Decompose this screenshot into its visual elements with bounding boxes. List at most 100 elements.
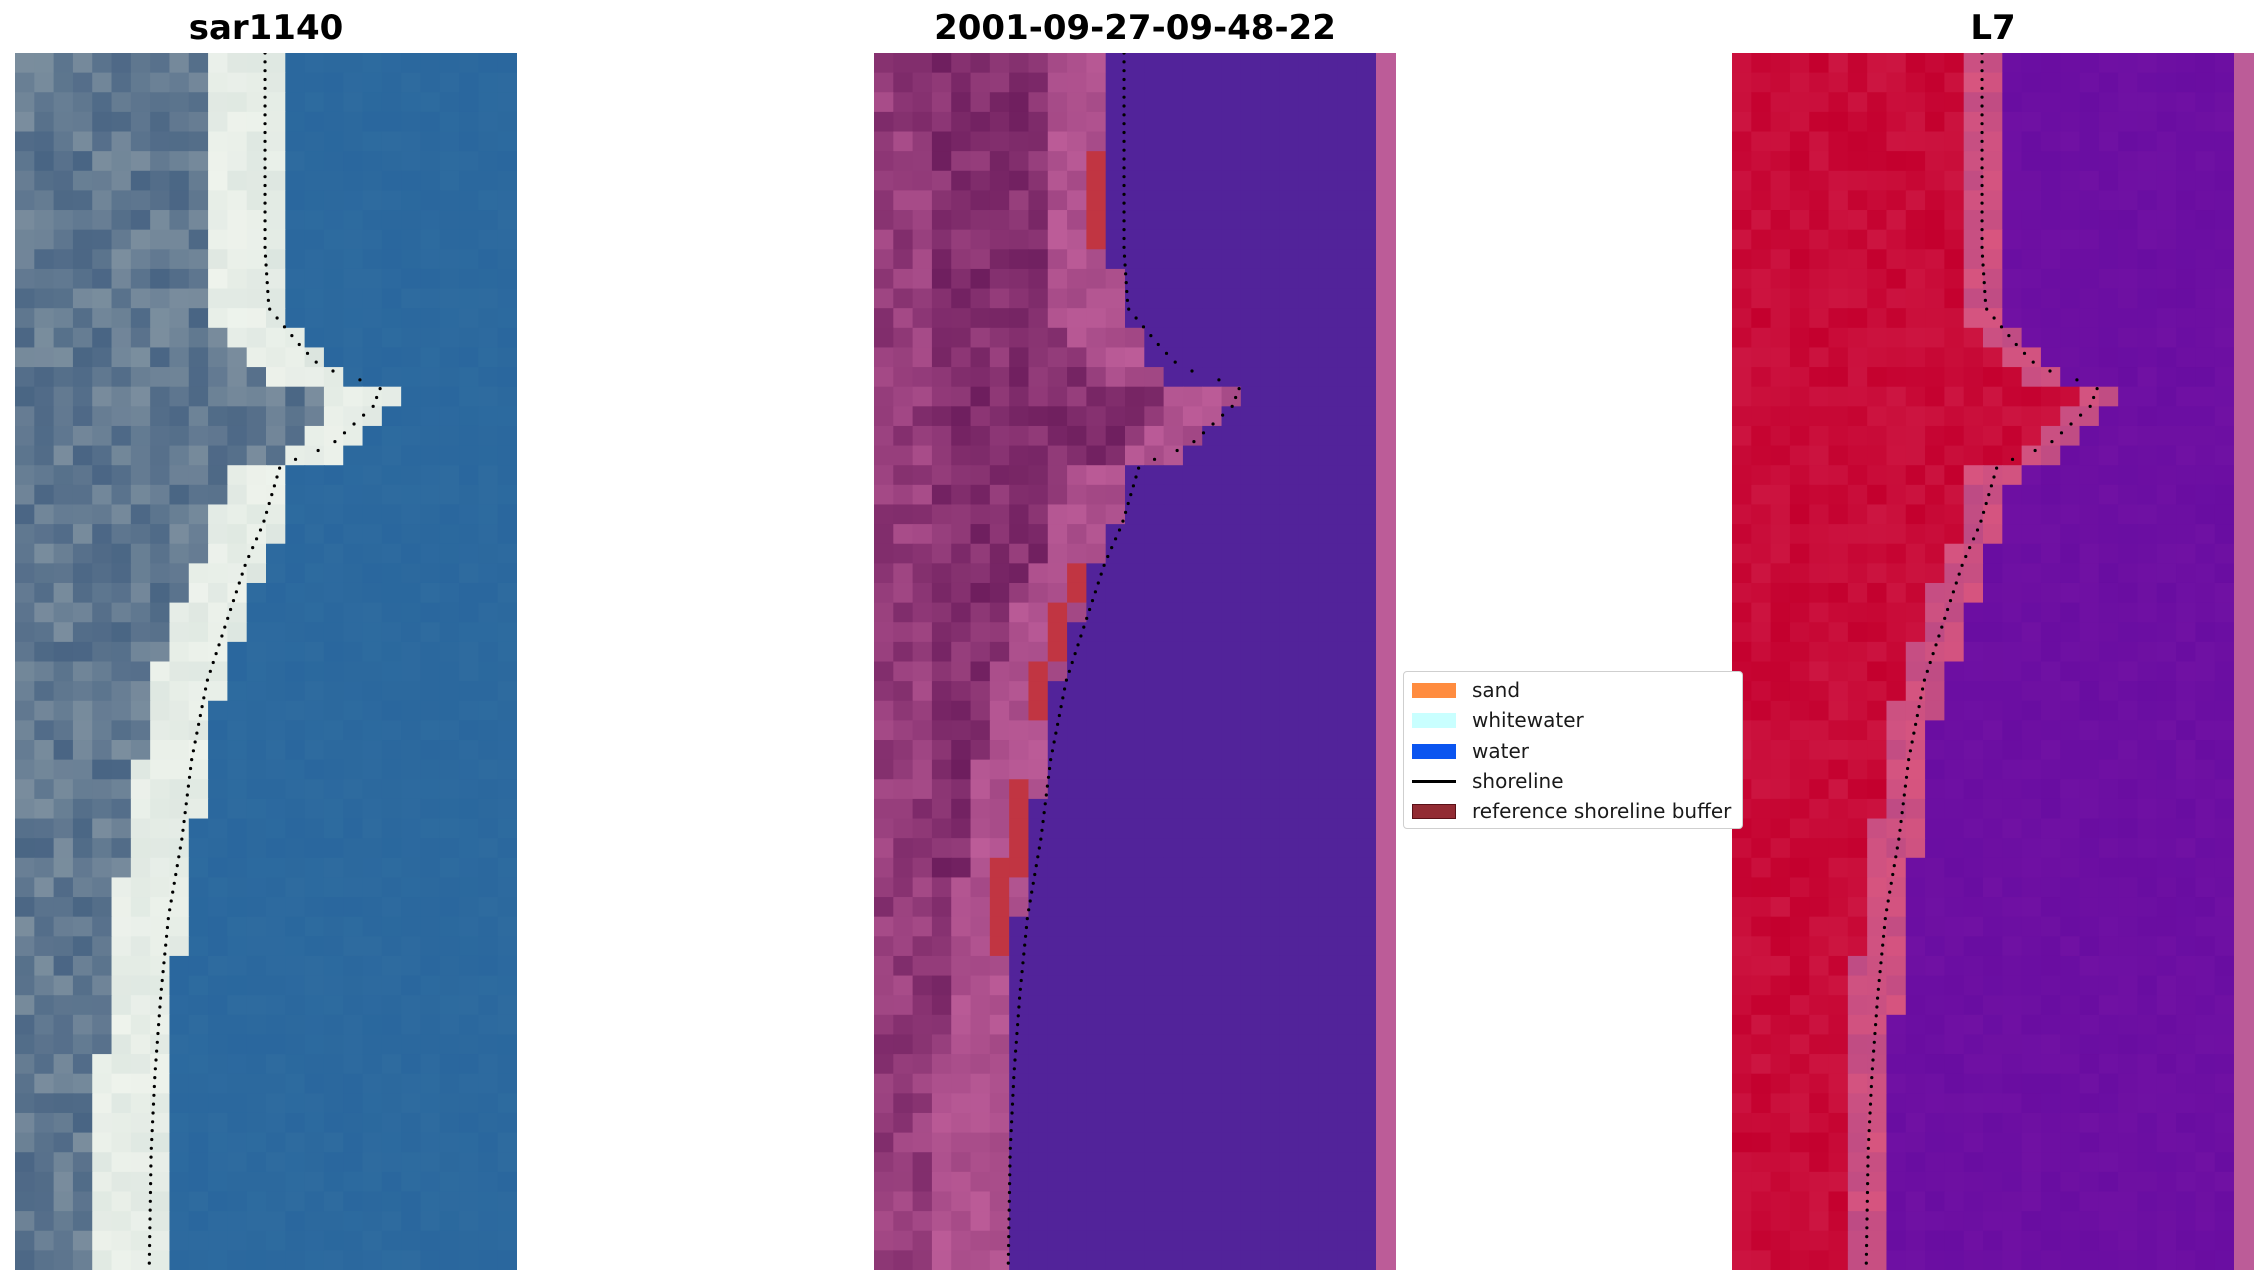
image-pixel — [1067, 170, 1087, 192]
image-pixel — [34, 857, 55, 879]
image-pixel — [2195, 524, 2216, 545]
image-pixel — [208, 484, 228, 506]
image-pixel — [381, 582, 402, 604]
image-pixel — [343, 111, 364, 133]
shoreline-point — [1121, 519, 1125, 523]
image-pixel — [227, 1093, 248, 1114]
image-pixel — [2195, 53, 2216, 74]
image-pixel — [285, 327, 306, 349]
image-pixel — [2118, 111, 2139, 133]
image-pixel — [1182, 779, 1203, 800]
image-pixel — [1009, 720, 1030, 741]
image-pixel — [1886, 681, 1907, 702]
image-pixel — [497, 445, 517, 466]
image-pixel — [893, 857, 914, 879]
image-pixel — [169, 367, 190, 388]
image-pixel — [111, 111, 132, 133]
image-pixel — [2156, 268, 2177, 290]
image-pixel — [1240, 229, 1261, 250]
shoreline-point — [263, 236, 267, 241]
image-pixel — [459, 661, 479, 682]
image-pixel — [53, 131, 74, 152]
image-pixel — [34, 661, 55, 682]
image-pixel — [1067, 1112, 1087, 1134]
image-pixel — [1809, 92, 1830, 113]
image-pixel — [92, 1034, 113, 1055]
image-pixel — [1886, 288, 1907, 309]
image-pixel — [2002, 229, 2023, 250]
image-pixel — [989, 1250, 1010, 1270]
image-pixel — [1925, 916, 1945, 937]
image-pixel — [1240, 916, 1261, 937]
image-pixel — [1789, 170, 1810, 192]
image-pixel — [111, 897, 132, 918]
image-pixel — [111, 1112, 132, 1134]
image-pixel — [497, 897, 517, 918]
image-pixel — [1847, 563, 1868, 584]
image-pixel — [323, 1093, 344, 1114]
image-pixel — [1260, 308, 1281, 329]
image-pixel — [874, 897, 894, 918]
image-pixel — [401, 504, 422, 525]
image-pixel — [2079, 445, 2100, 466]
image-pixel — [1202, 425, 1223, 447]
image-pixel — [323, 700, 344, 721]
image-pixel — [362, 916, 383, 937]
image-pixel — [893, 1211, 914, 1232]
image-pixel — [1337, 897, 1358, 918]
image-pixel — [1828, 936, 1849, 957]
image-pixel — [1028, 641, 1049, 663]
image-pixel — [1047, 92, 1068, 113]
image-pixel — [401, 1250, 422, 1270]
image-pixel — [343, 563, 364, 584]
image-pixel — [951, 1230, 972, 1251]
image-pixel — [2214, 386, 2235, 407]
image-pixel — [2060, 936, 2081, 957]
image-pixel — [1732, 327, 1752, 349]
image-pixel — [15, 151, 35, 172]
image-pixel — [1732, 210, 1752, 231]
image-pixel — [1732, 897, 1752, 918]
image-pixel — [2060, 602, 2081, 623]
image-pixel — [72, 1073, 93, 1094]
image-pixel — [34, 72, 55, 93]
image-pixel — [1963, 308, 1984, 329]
image-pixel — [150, 877, 171, 898]
image-pixel — [951, 1152, 972, 1173]
image-pixel — [285, 425, 306, 447]
image-pixel — [893, 1132, 914, 1153]
image-pixel — [304, 1132, 325, 1153]
image-pixel — [1028, 484, 1049, 506]
shoreline-point — [272, 484, 276, 488]
image-pixel — [53, 425, 74, 447]
image-pixel — [1828, 151, 1849, 172]
image-pixel — [1221, 1152, 1242, 1173]
image-pixel — [1028, 406, 1049, 427]
image-pixel — [2118, 1132, 2139, 1153]
image-pixel — [34, 484, 55, 506]
image-pixel — [188, 386, 209, 407]
image-pixel — [1905, 210, 1926, 231]
image-pixel — [2176, 641, 2196, 663]
image-pixel — [1963, 661, 1984, 682]
image-pixel — [2021, 268, 2042, 290]
image-pixel — [1202, 1132, 1223, 1153]
image-pixel — [343, 1171, 364, 1193]
image-pixel — [34, 347, 55, 368]
image-pixel — [343, 779, 364, 800]
image-pixel — [362, 1014, 383, 1036]
image-pixel — [1356, 602, 1377, 623]
image-pixel — [1144, 720, 1165, 741]
image-pixel — [2176, 720, 2196, 741]
image-pixel — [1983, 190, 2003, 211]
image-pixel — [1983, 504, 2003, 525]
image-pixel — [1028, 210, 1049, 231]
image-pixel — [1751, 92, 1772, 113]
image-pixel — [1279, 563, 1300, 584]
image-pixel — [343, 151, 364, 172]
image-pixel — [208, 661, 228, 682]
image-pixel — [188, 484, 209, 506]
image-pixel — [2156, 445, 2177, 466]
image-pixel — [970, 131, 991, 152]
image-pixel — [912, 759, 933, 780]
